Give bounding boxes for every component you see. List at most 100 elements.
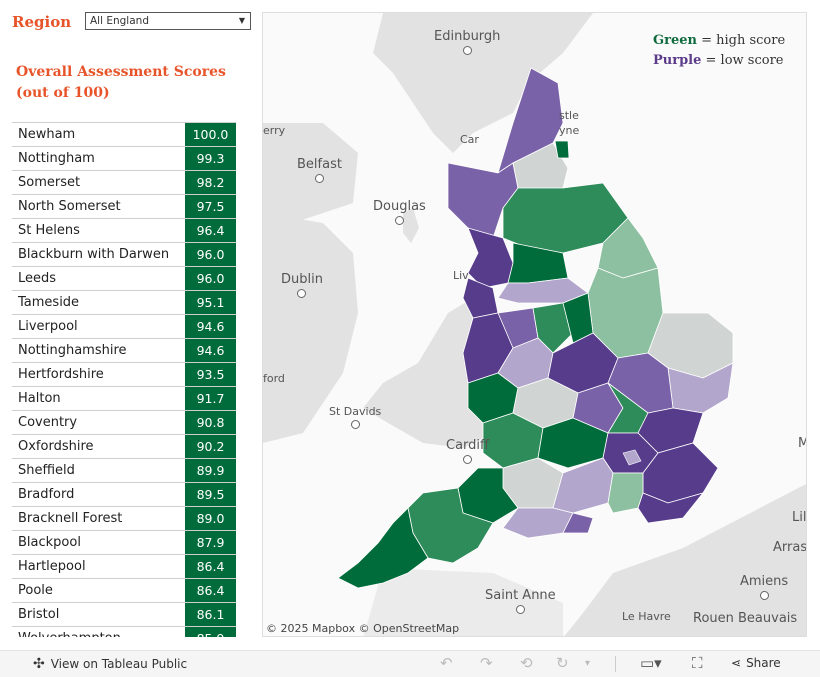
table-row[interactable]: Newham 100.0 [12, 122, 236, 147]
fullscreen-icon[interactable]: ⛶ [692, 654, 703, 672]
table-row[interactable]: St Helens 96.4 [12, 218, 236, 243]
table-row[interactable]: Halton 91.7 [12, 386, 236, 411]
legend-purple: Purple = low score [653, 53, 784, 68]
row-score: 96.0 [185, 267, 236, 291]
map-label-m: M [798, 436, 806, 451]
refresh-icon[interactable]: ↻ [556, 654, 569, 672]
score-table[interactable]: Newham 100.0 Nottingham 99.3 Somerset 98.2 Nor… [12, 122, 236, 637]
view-on-tableau-public-link[interactable]: ✣ View on Tableau Public [33, 656, 188, 672]
england-choropleth[interactable] [337, 67, 734, 589]
table-row[interactable]: Sheffield 89.9 [12, 458, 236, 483]
map-label-newcastle-a: stle [559, 109, 579, 122]
row-name: Oxfordshire [18, 439, 94, 454]
map-label-cardiff: Cardiff [446, 438, 489, 464]
table-row[interactable]: Bracknell Forest 89.0 [12, 506, 236, 531]
table-row[interactable]: Bradford 89.5 [12, 482, 236, 507]
map-label-lil: Lil [792, 510, 807, 525]
revert-icon[interactable]: ⟲ [520, 654, 533, 672]
chevron-down-icon: ▼ [238, 16, 245, 25]
table-row[interactable]: Hertfordshire 93.5 [12, 362, 236, 387]
table-row[interactable]: Blackburn with Darwen 96.0 [12, 242, 236, 267]
undo-icon[interactable]: ↶ [440, 654, 453, 672]
row-name: St Helens [18, 223, 80, 238]
row-score: 96.4 [185, 219, 236, 243]
row-name: Bradford [18, 487, 75, 502]
table-row[interactable]: Blackpool 87.9 [12, 530, 236, 555]
table-row[interactable]: Tameside 95.1 [12, 290, 236, 315]
england-map[interactable]: Edinburgh Belfast Douglas Dublin St Davi… [262, 12, 807, 637]
table-row[interactable]: Coventry 90.8 [12, 410, 236, 435]
row-name: Tameside [18, 295, 80, 310]
map-legend: Green = high score Purple = low score [653, 31, 785, 71]
region-dropdown-value: All England [90, 15, 149, 27]
table-row[interactable]: Liverpool 94.6 [12, 314, 236, 339]
map-label-ford: ford [263, 372, 285, 385]
scores-title: Overall Assessment Scores (out of 100) [16, 62, 226, 104]
row-score: 89.5 [185, 483, 236, 507]
row-name: Wolverhampton [18, 631, 121, 637]
share-button[interactable]: ⋖ Share [731, 656, 781, 670]
row-name: Nottinghamshire [18, 343, 127, 358]
table-row[interactable]: Somerset 98.2 [12, 170, 236, 195]
tableau-logo-icon: ✣ [33, 656, 45, 672]
row-score: 90.2 [185, 435, 236, 459]
row-name: Halton [18, 391, 61, 406]
redo-icon[interactable]: ↷ [480, 654, 493, 672]
toolbar-divider [615, 656, 616, 672]
region-filter-label: Region [12, 13, 72, 31]
row-score: 100.0 [185, 123, 236, 147]
row-score: 97.5 [185, 195, 236, 219]
table-row[interactable]: Oxfordshire 90.2 [12, 434, 236, 459]
row-score: 93.5 [185, 363, 236, 387]
row-name: North Somerset [18, 199, 121, 214]
table-row[interactable]: Nottingham 99.3 [12, 146, 236, 171]
row-name: Sheffield [18, 463, 75, 478]
row-score: 86.1 [185, 603, 236, 627]
row-score: 96.0 [185, 243, 236, 267]
table-row[interactable]: North Somerset 97.5 [12, 194, 236, 219]
map-label-saint-anne: Saint Anne [485, 588, 556, 614]
table-row[interactable]: Leeds 96.0 [12, 266, 236, 291]
row-name: Blackburn with Darwen [18, 247, 170, 262]
pause-dropdown-icon[interactable]: ▾ [585, 658, 591, 669]
row-score: 95.1 [185, 291, 236, 315]
scores-title-line2: (out of 100) [16, 85, 110, 101]
row-score: 89.9 [185, 459, 236, 483]
row-name: Bracknell Forest [18, 511, 123, 526]
map-label-dublin: Dublin [281, 272, 323, 298]
row-score: 90.8 [185, 411, 236, 435]
map-attribution[interactable]: © 2025 Mapbox © OpenStreetMap [266, 622, 460, 635]
table-row[interactable]: Nottinghamshire 94.6 [12, 338, 236, 363]
row-name: Newham [18, 127, 76, 142]
map-label-erry: erry [263, 124, 286, 137]
row-name: Hertfordshire [18, 367, 104, 382]
map-label-douglas: Douglas [373, 199, 426, 225]
map-label-edinburgh: Edinburgh [434, 29, 500, 55]
row-score: 85.9 [185, 627, 236, 637]
row-name: Liverpool [18, 319, 78, 334]
row-score: 86.4 [185, 555, 236, 579]
row-name: Hartlepool [18, 559, 86, 574]
map-label-car: Car [460, 133, 479, 146]
map-label-le-havre: Le Havre [622, 610, 671, 623]
region-dropdown[interactable]: All England ▼ [85, 12, 251, 30]
table-row[interactable]: Hartlepool 86.4 [12, 554, 236, 579]
row-score: 94.6 [185, 339, 236, 363]
table-row[interactable]: Poole 86.4 [12, 578, 236, 603]
share-icon: ⋖ [731, 656, 742, 670]
row-score: 94.6 [185, 315, 236, 339]
row-name: Blackpool [18, 535, 81, 550]
row-name: Poole [18, 583, 53, 598]
map-canvas [263, 13, 806, 636]
tableau-toolbar: ✣ View on Tableau Public ↶ ↷ ⟲ ↻ ▾ ▭▾ ⛶ ⋖… [0, 650, 820, 677]
row-score: 87.9 [185, 531, 236, 555]
row-name: Nottingham [18, 151, 95, 166]
table-row[interactable]: Bristol 86.1 [12, 602, 236, 627]
row-name: Bristol [18, 607, 60, 622]
map-label-st-davids: St Davids [329, 405, 381, 429]
table-row[interactable]: Wolverhampton 85.9 [12, 626, 236, 637]
row-name: Somerset [18, 175, 81, 190]
map-label-newcastle-b: yne [559, 124, 580, 137]
map-label-arras: Arras [773, 540, 807, 555]
device-preview-icon[interactable]: ▭▾ [640, 654, 662, 672]
